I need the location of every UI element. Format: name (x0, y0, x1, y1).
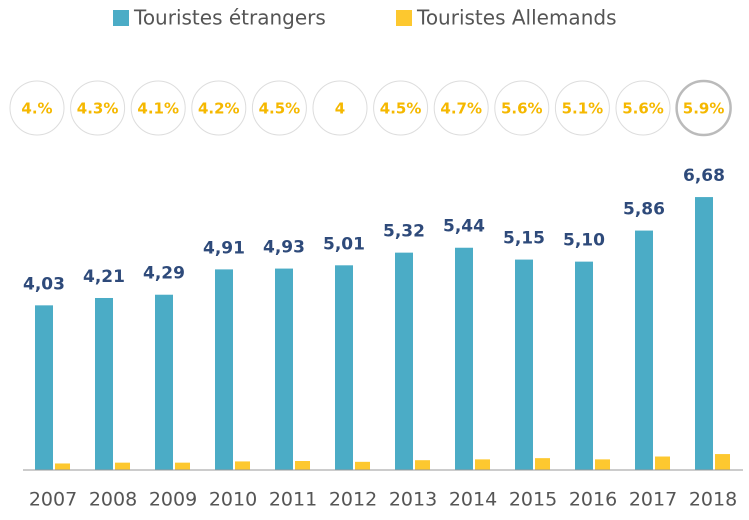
value-label: 4,91 (203, 238, 245, 258)
value-label: 5,01 (323, 234, 365, 254)
x-tick-label: 2017 (629, 489, 677, 511)
bar (115, 462, 130, 470)
share-circle (675, 79, 732, 137)
share-circle (251, 80, 307, 136)
share-label: 4.7% (440, 100, 482, 118)
bar (655, 456, 670, 470)
x-tick-label: 2007 (29, 489, 77, 511)
share-circle (130, 80, 186, 136)
bar (415, 460, 430, 470)
bar (595, 459, 610, 470)
share-label: 5.6% (622, 100, 664, 118)
x-tick-label: 2015 (509, 489, 557, 511)
bar (455, 247, 473, 470)
share-circle (433, 80, 489, 136)
bar (175, 462, 190, 470)
bar (715, 454, 730, 470)
x-tick-label: 2018 (689, 489, 737, 511)
bar (335, 265, 353, 470)
share-circle (191, 80, 247, 136)
value-label: 4,29 (143, 264, 185, 284)
share-label: 5.6% (501, 100, 543, 118)
share-label: 5.1% (562, 100, 604, 118)
share-label: 4.2% (198, 100, 240, 118)
value-label: 5,10 (563, 231, 605, 251)
bar (475, 459, 490, 470)
bar (515, 259, 533, 470)
value-label: 5,15 (503, 229, 545, 249)
share-label: 4.3% (77, 100, 119, 118)
bar (535, 458, 550, 470)
share-label: 4.5% (380, 100, 422, 118)
bar (95, 297, 113, 470)
value-label: 6,68 (683, 166, 725, 186)
share-label: 4.% (21, 100, 52, 118)
bar (295, 461, 310, 470)
legend-label: Touristes Allemands (416, 6, 616, 30)
bar (55, 463, 70, 470)
bar (695, 197, 713, 470)
value-label: 5,32 (383, 222, 425, 242)
x-tick-label: 2008 (89, 489, 137, 511)
bar (215, 269, 233, 470)
bar (355, 461, 370, 470)
bar (395, 252, 413, 470)
x-tick-label: 2013 (389, 489, 437, 511)
bar (155, 294, 173, 470)
value-label: 4,03 (23, 274, 65, 294)
bar (575, 261, 593, 470)
share-label: 4 (335, 100, 345, 118)
share-circle (373, 80, 429, 136)
bar (275, 268, 293, 470)
x-tick-label: 2011 (269, 489, 317, 511)
x-tick-label: 2012 (329, 489, 377, 511)
legend-swatch (396, 10, 412, 26)
share-label: 5.9% (683, 100, 725, 118)
x-tick-label: 2014 (449, 489, 497, 511)
share-label: 4.1% (137, 100, 179, 118)
value-label: 4,93 (263, 238, 305, 258)
bar (635, 230, 653, 470)
share-circle (554, 80, 610, 136)
share-circle (615, 80, 671, 136)
value-label: 4,21 (83, 267, 125, 287)
x-tick-label: 2010 (209, 489, 257, 511)
legend-swatch (113, 10, 129, 26)
share-circle (312, 80, 368, 136)
share-circle (9, 80, 65, 136)
legend-label: Touristes étrangers (133, 6, 326, 30)
bar (35, 305, 53, 470)
share-circle (70, 80, 126, 136)
value-label: 5,86 (623, 200, 665, 220)
bar (235, 461, 250, 470)
x-tick-label: 2016 (569, 489, 617, 511)
value-label: 5,44 (443, 217, 485, 237)
share-circle (494, 80, 550, 136)
share-label: 4.5% (259, 100, 301, 118)
x-tick-label: 2009 (149, 489, 197, 511)
